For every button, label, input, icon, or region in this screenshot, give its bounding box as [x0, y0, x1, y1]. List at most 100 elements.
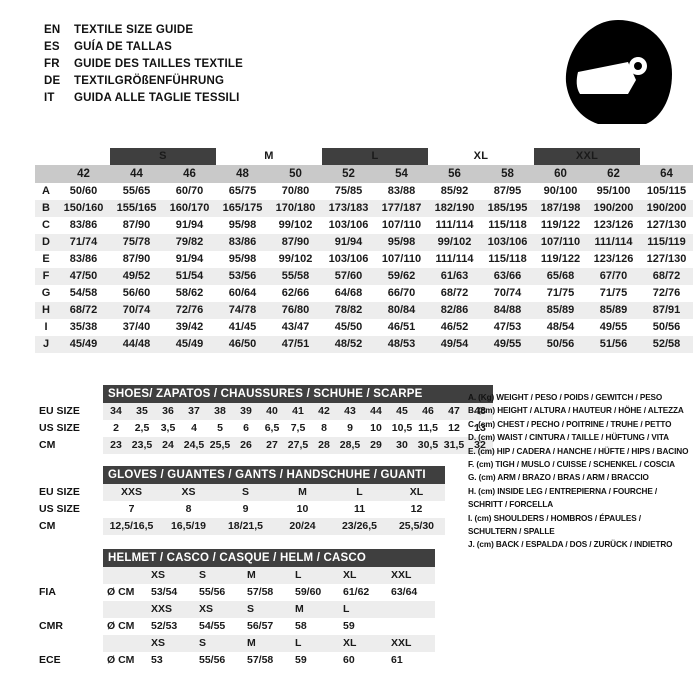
table-row: EU SIZE XXS XS S M L XL [35, 484, 445, 501]
shoes-cell: 4 [181, 420, 207, 437]
shoes-cell: 45 [389, 403, 415, 420]
helmet-size-header: M [243, 567, 291, 584]
measurement-cell: 111/114 [435, 219, 474, 231]
measurement-cell: 190/200 [646, 202, 687, 214]
gloves-cell: 7 [103, 501, 160, 518]
measurement-cell: 160/170 [169, 202, 210, 214]
gloves-cell: 23/26,5 [331, 518, 388, 535]
size-number-cell: 56 [428, 165, 481, 183]
measurement-cell: 95/98 [228, 253, 257, 265]
helmet-measurement-cell: 53 [147, 652, 195, 669]
helmet-size-header: XL [339, 635, 387, 652]
legend-line: G. (cm) ARM / BRAZO / BRAS / ARM / BRACC… [468, 473, 649, 483]
measurement-cell: 45/49 [69, 338, 98, 350]
table-row: EU SIZE 34 35 36 37 38 39 40 41 42 43 44 45 46 47 48 [35, 403, 493, 420]
measurement-cell: 91/94 [175, 219, 204, 231]
language-title: GUÍA DE TALLAS [74, 41, 172, 53]
helmet-header-spacer [35, 601, 103, 618]
table-row: D 71/74 75/78 79/82 83/86 87/90 91/94 95/98 99/1… [35, 234, 693, 251]
shoes-cell: 11,5 [415, 420, 441, 437]
helmet-size-header [387, 601, 435, 618]
shoes-cell: 27 [259, 437, 285, 454]
shoes-cell: 28 [311, 437, 337, 454]
helmet-size-header: M [291, 601, 339, 618]
measurement-cell: 44/48 [122, 338, 151, 350]
measurement-cell: 49/52 [122, 270, 151, 282]
size-number-cell: 42 [57, 165, 110, 183]
gloves-cell: XXS [103, 484, 160, 501]
helmet-measurement-cell: 57/58 [243, 652, 291, 669]
measurement-cell: 119/122 [540, 253, 581, 265]
shoes-size-table: SHOES/ ZAPATOS / CHAUSSURES / SCHUHE / S… [35, 385, 493, 454]
table-row: G 54/58 56/60 58/62 60/64 62/66 64/68 66/70 68/7… [35, 285, 693, 302]
language-row: ES GUÍA DE TALLAS [44, 41, 243, 58]
table-row: F 47/50 49/52 51/54 53/56 55/58 57/60 59/62 61/6… [35, 268, 693, 285]
measurement-cell: 111/114 [594, 236, 633, 248]
measurement-cell: 85/89 [599, 304, 628, 316]
measurement-cell: 127/130 [646, 253, 687, 265]
gloves-row-label: US SIZE [35, 501, 103, 518]
measurement-cell: 115/118 [488, 253, 527, 265]
helmet-size-header: XS [147, 635, 195, 652]
measurement-cell: 87/95 [493, 185, 522, 197]
measurement-cell: 78/82 [334, 304, 363, 316]
shoes-cell: 46 [415, 403, 441, 420]
measurement-cell: 49/54 [440, 338, 469, 350]
measurement-cell: 85/92 [440, 185, 469, 197]
helmet-unit-label: Ø CM [103, 584, 147, 601]
measurement-cell: 76/80 [281, 304, 310, 316]
measurement-cell: 111/114 [435, 253, 474, 265]
shoes-cell: 24 [155, 437, 181, 454]
measurement-cell: 87/90 [281, 236, 310, 248]
shoes-cell: 47 [441, 403, 467, 420]
size-row-label [35, 165, 57, 183]
helmet-measurement-cell: 55/56 [195, 652, 243, 669]
shoes-cell: 48 [467, 403, 493, 420]
measurement-legend: A. (Kg) WEIGHT / PESO / POIDS / GEWITCH … [468, 391, 694, 552]
shoes-cell: 23 [103, 437, 129, 454]
measurement-cell: 72/76 [652, 287, 681, 299]
shoes-body: SHOES/ ZAPATOS / CHAUSSURES / SCHUHE / S… [35, 385, 493, 454]
shoes-cell: 13 [467, 420, 493, 437]
gloves-title-spacer [35, 466, 103, 484]
gloves-cell: 18/21,5 [217, 518, 274, 535]
racing-helmet-icon [554, 14, 684, 139]
table-row: H 68/72 70/74 72/76 74/78 76/80 78/82 80/84 82/8… [35, 302, 693, 319]
helmet-header-unit-spacer [103, 567, 147, 584]
table-row: CM 12,5/16,5 16,5/19 18/21,5 20/24 23/26,5 25,… [35, 518, 445, 535]
gloves-body: GLOVES / GUANTES / GANTS / HANDSCHUHE / … [35, 466, 445, 535]
size-number-cell: 52 [322, 165, 375, 183]
measurement-cell: 35/38 [69, 321, 98, 333]
measurement-cell: 50/56 [652, 321, 681, 333]
measurement-row-label: C [42, 219, 50, 231]
measurement-cell: 170/180 [275, 202, 316, 214]
measurement-cell: 48/52 [334, 338, 363, 350]
gloves-cell: XS [160, 484, 217, 501]
helmet-measurement-cell [387, 618, 435, 635]
shoes-cell: 29 [363, 437, 389, 454]
helmet-header-spacer [35, 635, 103, 652]
table-row: CM 23 23,5 24 24,5 25,5 26 27 27,5 28 28,5 29 30 30,5… [35, 437, 493, 454]
shoes-cell: 44 [363, 403, 389, 420]
language-title: TEXTILGRÖßENFÜHRUNG [74, 75, 225, 87]
shoes-cell: 3,5 [155, 420, 181, 437]
table-row: CMR Ø CM 52/53 54/55 56/57 58 59 [35, 618, 435, 635]
shoes-cell: 28,5 [337, 437, 363, 454]
measurement-cell: 60/70 [175, 185, 204, 197]
size-band-empty [57, 148, 110, 165]
table-row: A 50/60 55/65 60/70 65/75 70/80 75/85 83/88 85/9… [35, 183, 693, 200]
shoes-cell: 2,5 [129, 420, 155, 437]
measurement-cell: 91/94 [334, 236, 363, 248]
shoes-cell: 26 [233, 437, 259, 454]
helmet-measurement-cell: 54/55 [195, 618, 243, 635]
helmet-measurement-cell: 60 [339, 652, 387, 669]
shoes-cell: 5 [207, 420, 233, 437]
shoes-cell: 23,5 [129, 437, 155, 454]
gloves-cell: S [217, 484, 274, 501]
shoes-cell: 39 [233, 403, 259, 420]
language-title: TEXTILE SIZE GUIDE [74, 24, 194, 36]
measurement-cell: 70/74 [122, 304, 151, 316]
measurement-cell: 68/72 [440, 287, 469, 299]
helmet-measurement-cell: 55/56 [195, 584, 243, 601]
helmet-measurement-cell: 59/60 [291, 584, 339, 601]
